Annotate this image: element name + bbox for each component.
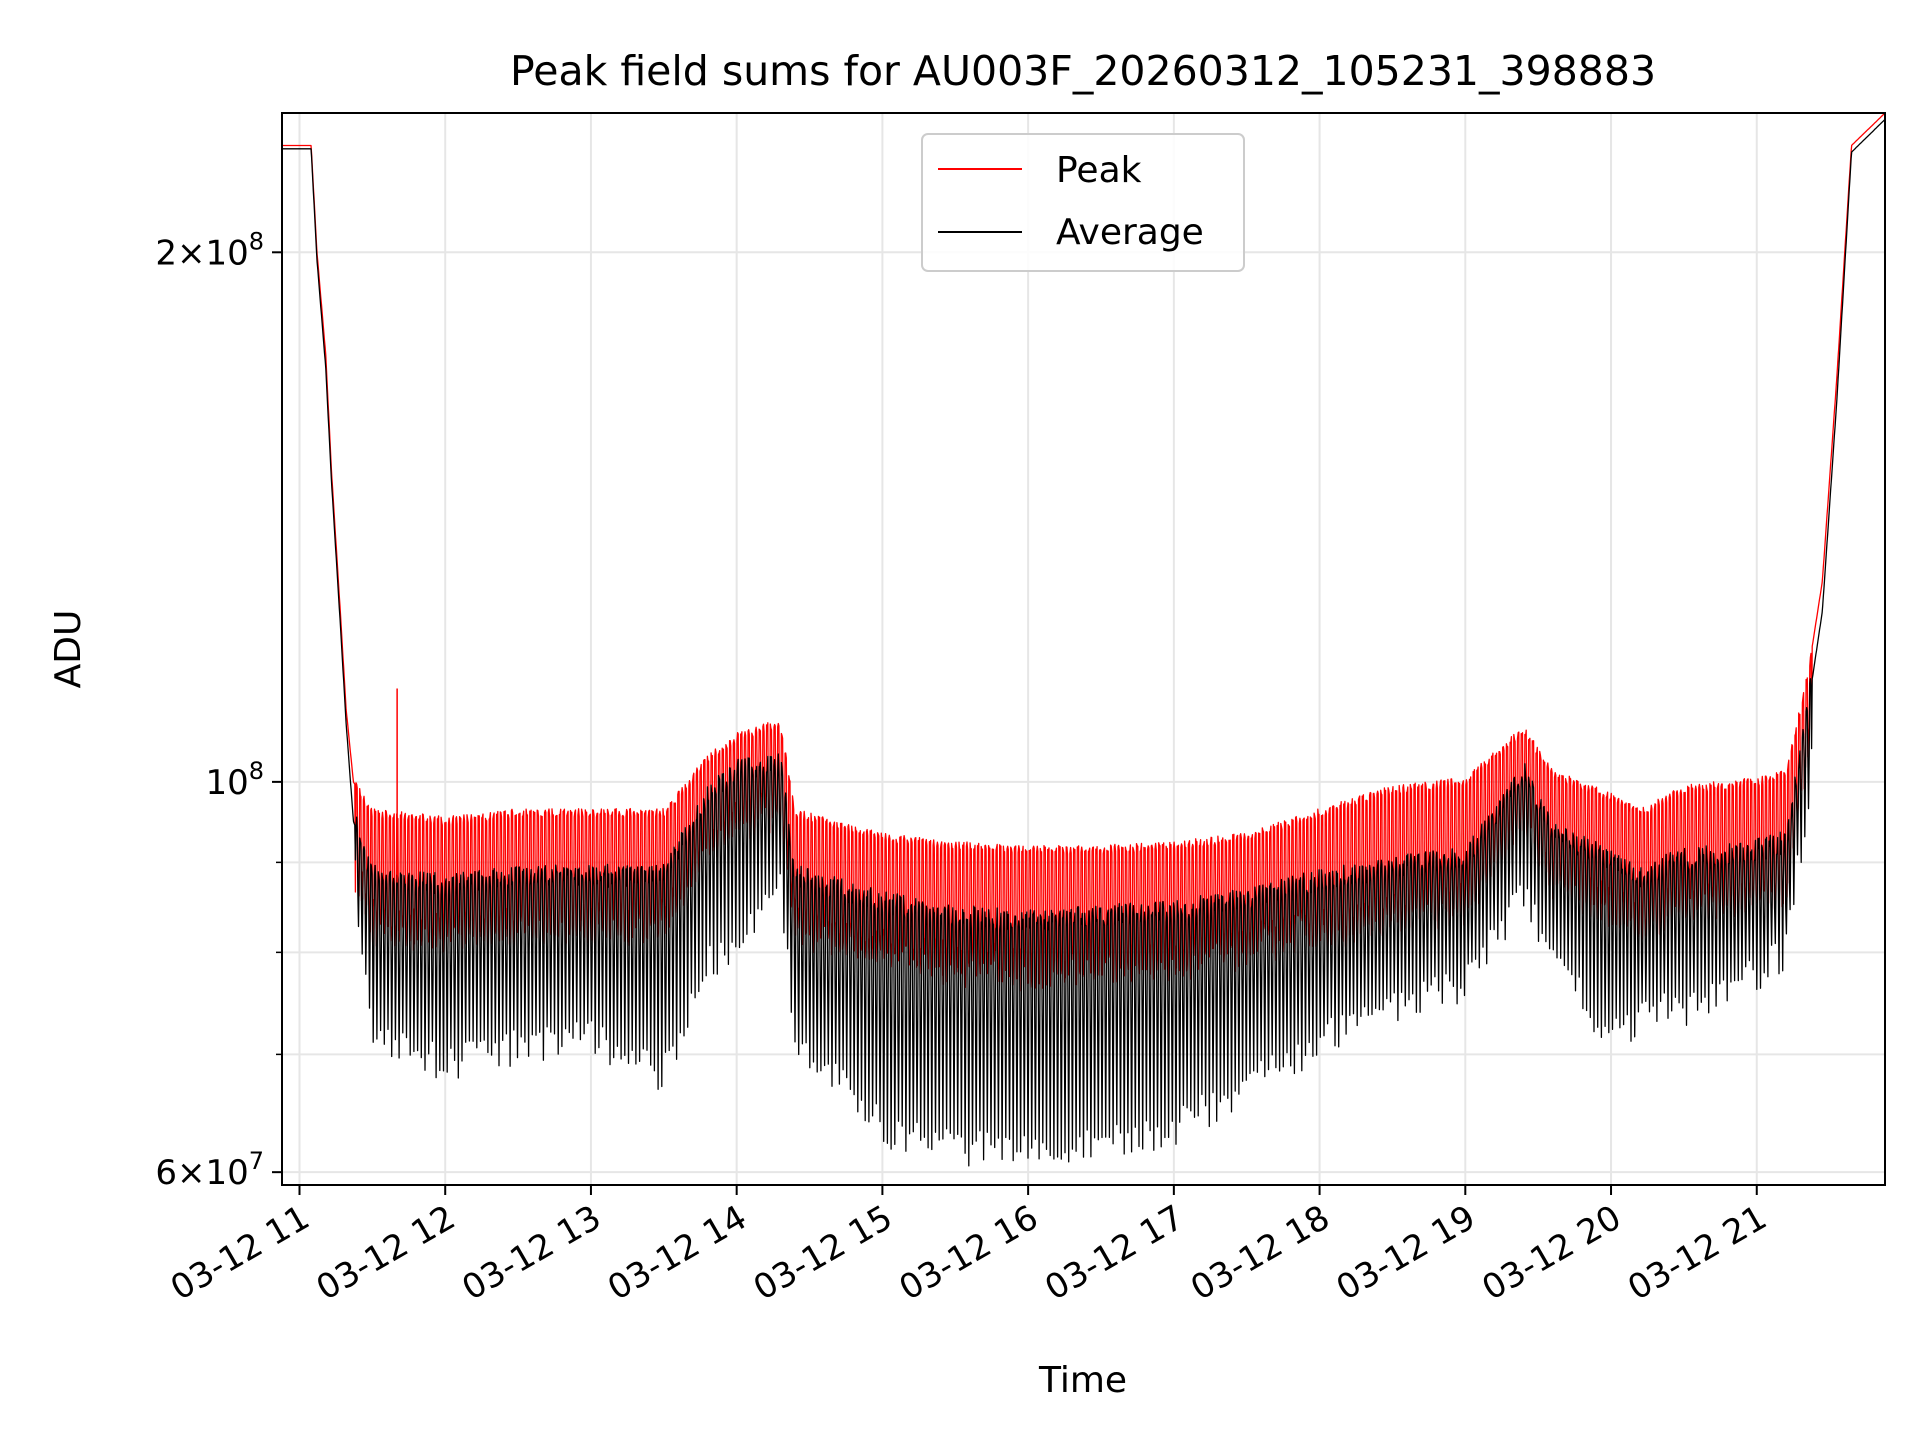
series-group	[282, 113, 1885, 1167]
y-tick-label: 108	[205, 757, 264, 803]
y-axis: 6×107 108 2×108	[155, 227, 282, 1193]
y-axis-label: ADU	[48, 610, 89, 689]
series-line-peak	[282, 113, 1885, 992]
x-axis-label: Time	[1038, 1360, 1127, 1401]
plot-area	[282, 113, 1885, 1167]
legend-label-average: Average	[1056, 212, 1204, 253]
legend-label-peak: Peak	[1056, 150, 1142, 191]
chart-title: Peak field sums for AU003F_20260312_1052…	[510, 47, 1656, 95]
grid	[282, 113, 1885, 1185]
plot-frame	[281, 112, 1886, 1186]
series-line-average	[282, 118, 1885, 1167]
y-tick-label: 6×107	[155, 1147, 264, 1193]
y-tick-label: 2×108	[155, 227, 264, 273]
legend: Peak Average	[921, 133, 1245, 272]
